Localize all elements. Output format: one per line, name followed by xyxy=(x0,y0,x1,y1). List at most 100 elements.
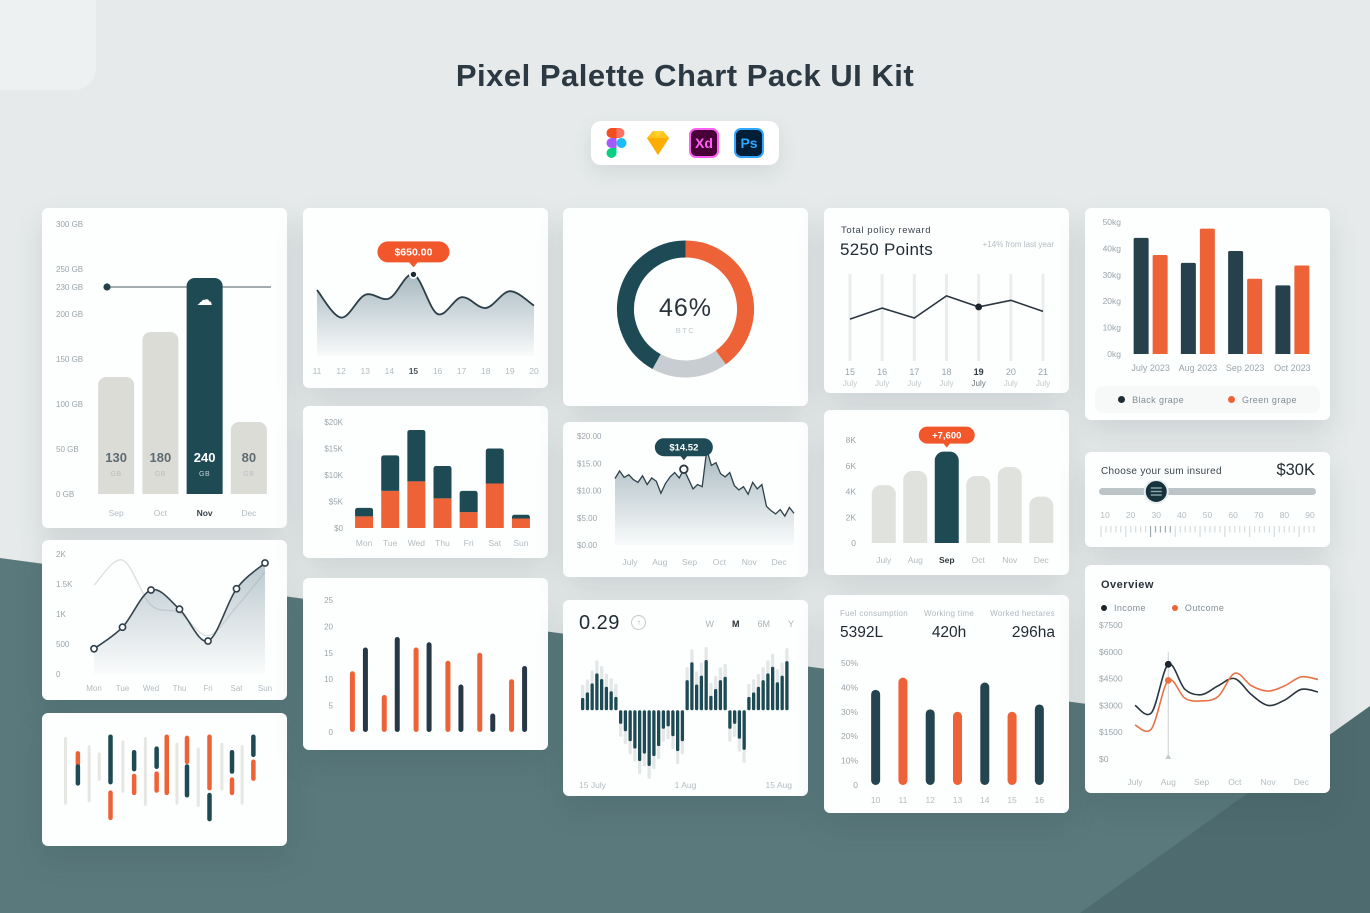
stat-label: Fuel consumption xyxy=(840,609,908,618)
tab-week[interactable]: W xyxy=(705,618,714,629)
svg-text:10kg: 10kg xyxy=(1103,323,1122,333)
svg-text:50%: 50% xyxy=(841,658,858,668)
tab-year[interactable]: Y xyxy=(787,618,794,629)
svg-text:$5.00: $5.00 xyxy=(577,514,598,523)
svg-text:0: 0 xyxy=(851,538,856,548)
card-storage-usage: 300 GB 250 GB 200 GB 150 GB 100 GB 50 GB 0 GB 2… xyxy=(42,208,287,528)
pair-bar-chart: 25 20 15 10 5 0 xyxy=(303,578,548,750)
svg-text:150 GB: 150 GB xyxy=(56,355,83,364)
svg-text:July: July xyxy=(622,557,638,567)
svg-text:18: 18 xyxy=(481,366,491,376)
stat-worked-hectares: Worked hectares 296ha xyxy=(990,609,1055,642)
svg-text:July: July xyxy=(1004,379,1018,388)
svg-text:230 GB: 230 GB xyxy=(56,283,83,292)
card-stock-area: $20.00 $15.00 $10.00 $5.00 $0.00 July Aug Sep Oc… xyxy=(563,422,808,577)
svg-text:19: 19 xyxy=(974,367,984,377)
svg-text:16: 16 xyxy=(1035,795,1045,805)
legend-green-grape: Green grape xyxy=(1228,395,1297,405)
svg-text:30: 30 xyxy=(1152,510,1162,520)
svg-text:12: 12 xyxy=(925,795,935,805)
svg-text:20kg: 20kg xyxy=(1103,296,1122,306)
svg-text:July: July xyxy=(875,379,889,388)
svg-text:1 Aug: 1 Aug xyxy=(675,780,697,790)
policy-points: 5250 Points xyxy=(840,240,934,259)
svg-text:Fri: Fri xyxy=(464,538,474,548)
svg-text:Oct: Oct xyxy=(713,557,727,567)
svg-text:Sep: Sep xyxy=(1194,777,1209,787)
slider-title: Choose your sum insured xyxy=(1101,466,1222,477)
svg-text:Nov: Nov xyxy=(1002,555,1018,565)
svg-text:20%: 20% xyxy=(841,731,858,741)
stat-value: 420h xyxy=(931,624,967,641)
svg-text:14: 14 xyxy=(385,366,395,376)
page-title: Pixel Palette Chart Pack UI Kit xyxy=(455,58,915,93)
svg-text:☁: ☁ xyxy=(197,292,213,309)
adobe-xd-icon: Xd xyxy=(689,128,719,158)
svg-text:16: 16 xyxy=(433,366,443,376)
svg-text:40kg: 40kg xyxy=(1103,243,1122,253)
histogram-value: 0.29 xyxy=(579,612,620,634)
svg-text:50kg: 50kg xyxy=(1103,217,1122,227)
svg-text:$0.00: $0.00 xyxy=(577,541,598,550)
legend-label: Outcome xyxy=(1184,603,1225,613)
svg-text:0: 0 xyxy=(329,728,334,737)
svg-text:240: 240 xyxy=(194,450,216,465)
svg-text:Aug: Aug xyxy=(908,555,923,565)
legend-label: Income xyxy=(1114,603,1146,613)
svg-text:$15K: $15K xyxy=(324,445,343,454)
figma-icon xyxy=(606,128,627,158)
svg-text:$4500: $4500 xyxy=(1099,674,1123,684)
svg-text:Dec: Dec xyxy=(1294,777,1310,787)
card-weekly-line: 2K 1.5K 1K 500 0 Mon Tue Wed Thu Fri Sat Sun xyxy=(42,540,287,700)
svg-text:30kg: 30kg xyxy=(1103,270,1122,280)
svg-text:11: 11 xyxy=(899,795,908,805)
sum-insured-slider[interactable]: 10 20 30 40 50 60 70 80 90 xyxy=(1085,479,1330,547)
stat-value: 296ha xyxy=(1011,624,1055,641)
svg-text:20: 20 xyxy=(1006,367,1016,377)
stat-label: Worked hectares xyxy=(990,609,1055,618)
fuel-stats-header: Fuel consumption 5392L Working time 420h… xyxy=(840,609,1055,642)
tab-month[interactable]: M xyxy=(731,618,740,629)
svg-text:Sep: Sep xyxy=(939,555,955,565)
svg-text:Aug: Aug xyxy=(1161,777,1176,787)
svg-text:15: 15 xyxy=(409,366,419,376)
stat-fuel-consumption: Fuel consumption 5392L xyxy=(840,609,908,642)
legend-dot xyxy=(1228,396,1235,403)
svg-text:July: July xyxy=(843,379,857,388)
tab-six-month[interactable]: 6M xyxy=(757,618,770,629)
photoshop-icon: Ps xyxy=(734,128,764,158)
svg-text:GB: GB xyxy=(110,471,121,478)
svg-text:200 GB: 200 GB xyxy=(56,310,83,319)
svg-text:Sat: Sat xyxy=(230,684,243,693)
svg-text:2K: 2K xyxy=(846,512,857,522)
svg-text:Mon: Mon xyxy=(356,538,373,548)
svg-text:Oct: Oct xyxy=(972,555,986,565)
svg-text:30%: 30% xyxy=(841,707,858,717)
card-policy-reward: Total policy reward 5250 Points +14% fro… xyxy=(824,208,1069,393)
svg-text:250 GB: 250 GB xyxy=(56,265,83,274)
svg-text:60: 60 xyxy=(1228,510,1238,520)
svg-text:Oct: Oct xyxy=(154,508,168,518)
svg-text:Sep: Sep xyxy=(682,557,697,567)
svg-text:10: 10 xyxy=(324,675,333,684)
svg-text:16: 16 xyxy=(877,367,887,377)
svg-text:0kg: 0kg xyxy=(1107,349,1121,359)
area-chart-650: 11 12 13 14 15 16 17 18 19 20 $650.00 xyxy=(303,208,548,388)
svg-text:Wed: Wed xyxy=(143,684,159,693)
candlestick-chart xyxy=(42,713,287,846)
svg-text:13: 13 xyxy=(953,795,963,805)
svg-text:Dec: Dec xyxy=(241,508,257,518)
overview-legend: Income Outcome xyxy=(1101,603,1224,613)
svg-text:70: 70 xyxy=(1254,510,1264,520)
card-price-area: 11 12 13 14 15 16 17 18 19 20 $650.00 xyxy=(303,208,548,388)
svg-text:90: 90 xyxy=(1305,510,1315,520)
svg-text:$3000: $3000 xyxy=(1099,700,1123,710)
svg-text:80: 80 xyxy=(1280,510,1290,520)
legend-dot xyxy=(1171,605,1178,611)
svg-text:18: 18 xyxy=(941,367,951,377)
svg-text:19: 19 xyxy=(505,366,515,376)
legend-dot xyxy=(1118,396,1126,403)
svg-text:Thu: Thu xyxy=(173,684,187,693)
svg-text:$6000: $6000 xyxy=(1099,647,1123,657)
